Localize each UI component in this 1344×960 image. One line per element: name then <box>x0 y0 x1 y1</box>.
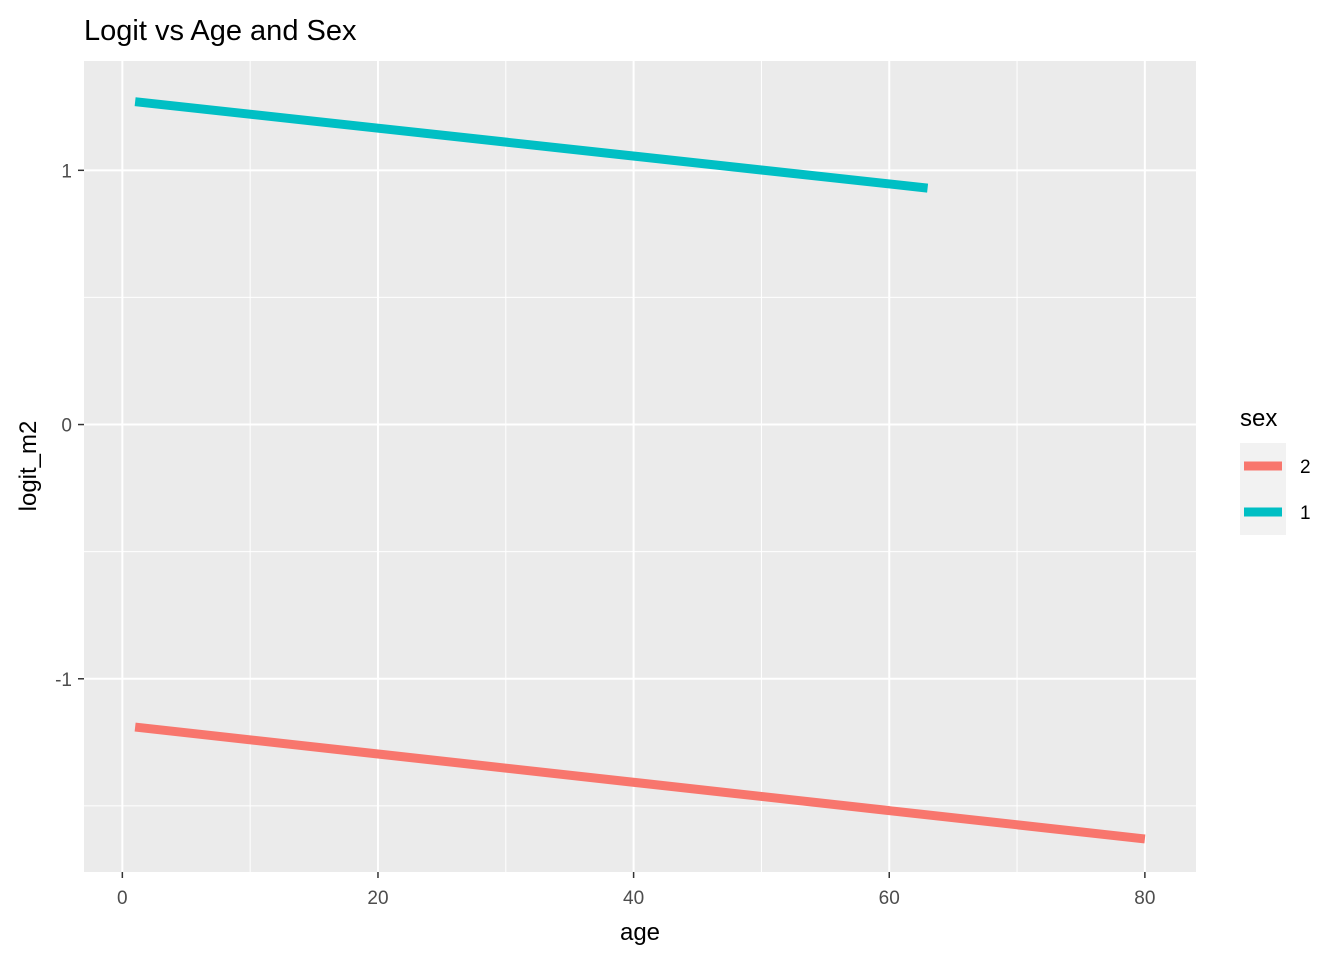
legend-key-background <box>1240 443 1286 535</box>
x-axis: 0 20 40 60 80 <box>117 872 1155 909</box>
series-line-sex-1 <box>134 97 929 193</box>
series-layer <box>134 97 1146 844</box>
y-tick-label: 1 <box>61 161 72 182</box>
legend-title: sex <box>1240 405 1277 432</box>
y-tick-label: 0 <box>61 416 72 437</box>
grid-major <box>84 61 1196 872</box>
y-tick-label: -1 <box>55 670 72 691</box>
x-axis-title: age <box>620 919 660 946</box>
legend: sex 2 1 <box>1240 405 1311 535</box>
x-tick-label: 0 <box>117 888 128 909</box>
plot-panel <box>84 61 1196 872</box>
x-tick-label: 60 <box>879 888 900 909</box>
chart-title: Logit vs Age and Sex <box>84 15 357 47</box>
y-axis: -1 0 1 <box>55 161 84 691</box>
x-tick-label: 20 <box>367 888 388 909</box>
legend-label-sex-2: 2 <box>1300 457 1311 478</box>
grid-minor <box>84 61 1196 872</box>
y-axis-title: logit_m2 <box>15 421 42 512</box>
legend-label-sex-1: 1 <box>1300 503 1311 524</box>
series-line-sex-2 <box>134 722 1146 844</box>
x-tick-label: 40 <box>623 888 644 909</box>
x-tick-label: 80 <box>1134 888 1155 909</box>
